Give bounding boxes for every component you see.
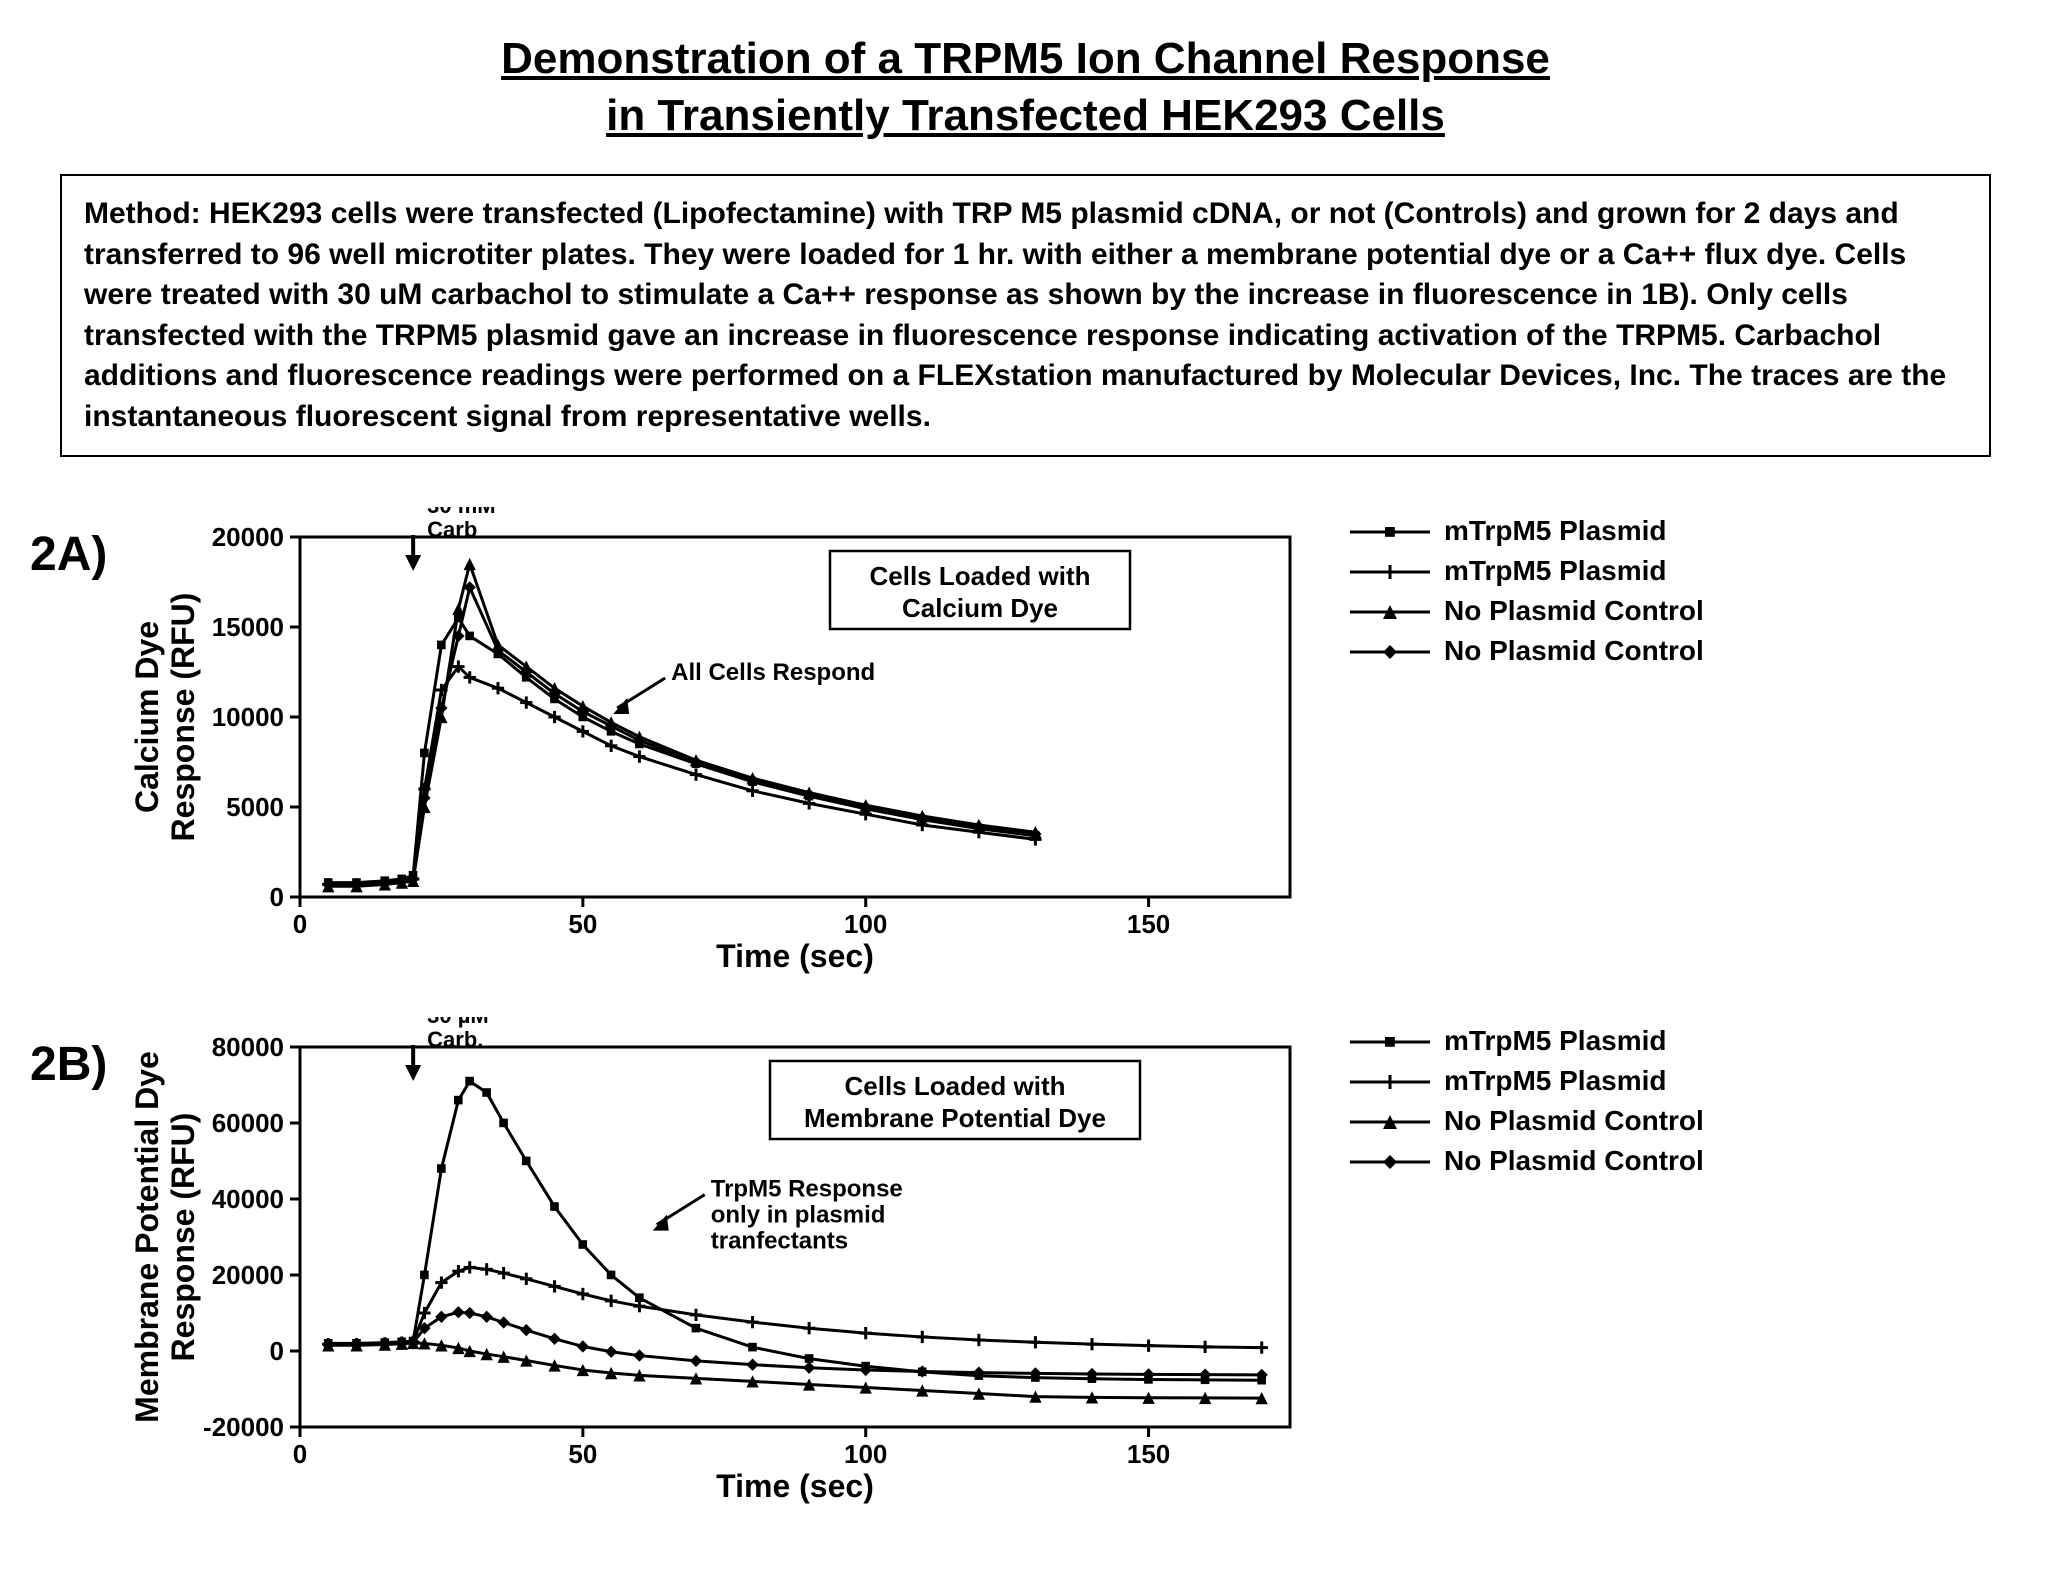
svg-text:Calcium Dye: Calcium Dye — [130, 621, 165, 813]
svg-text:Carb.: Carb. — [427, 1027, 483, 1052]
svg-text:Cells Loaded with: Cells Loaded with — [869, 561, 1090, 591]
legend-label: mTrpM5 Plasmid — [1444, 1065, 1667, 1097]
page-title: Demonstration of a TRPM5 Ion Channel Res… — [30, 30, 2021, 144]
legend-label: No Plasmid Control — [1444, 1145, 1704, 1177]
svg-text:50: 50 — [568, 909, 597, 939]
svg-text:Cells Loaded with: Cells Loaded with — [844, 1071, 1065, 1101]
svg-text:0: 0 — [293, 909, 307, 939]
legend-item: mTrpM5 Plasmid — [1350, 515, 1704, 547]
svg-text:60000: 60000 — [212, 1108, 284, 1138]
legend-item: No Plasmid Control — [1350, 595, 1704, 627]
svg-text:20000: 20000 — [212, 1260, 284, 1290]
svg-text:80000: 80000 — [212, 1032, 284, 1062]
svg-text:0: 0 — [270, 882, 284, 912]
svg-text:40000: 40000 — [212, 1184, 284, 1214]
svg-text:20000: 20000 — [212, 522, 284, 552]
svg-text:5000: 5000 — [226, 792, 284, 822]
svg-text:Membrane Potential Dye: Membrane Potential Dye — [804, 1103, 1106, 1133]
svg-text:10000: 10000 — [212, 702, 284, 732]
method-text: Method: HEK293 cells were transfected (L… — [84, 197, 1946, 433]
legend-item: No Plasmid Control — [1350, 635, 1704, 667]
svg-text:Response (RFU): Response (RFU) — [165, 1113, 201, 1362]
panel-a-chart-wrap: 0 5000 10000 15000 20000 0 50 100 150 Time (sec) C… — [130, 507, 1330, 977]
panel-b-chart-wrap: -20000 0 20000 40000 60000 80000 0 50 100 150 Time… — [130, 1017, 1330, 1507]
legend-item: mTrpM5 Plasmid — [1350, 1025, 1704, 1057]
legend-item: No Plasmid Control — [1350, 1145, 1704, 1177]
legend-item: mTrpM5 Plasmid — [1350, 1065, 1704, 1097]
svg-text:-20000: -20000 — [203, 1412, 284, 1442]
method-box: Method: HEK293 cells were transfected (L… — [60, 174, 1991, 457]
svg-text:Time (sec): Time (sec) — [716, 938, 874, 974]
title-line2: in Transiently Transfected HEK293 Cells — [606, 91, 1445, 140]
svg-text:0: 0 — [270, 1336, 284, 1366]
svg-text:150: 150 — [1127, 909, 1170, 939]
legend-label: No Plasmid Control — [1444, 635, 1704, 667]
panel-a-label: 2A) — [30, 507, 130, 582]
svg-text:All Cells Respond: All Cells Respond — [671, 659, 875, 686]
legend-label: mTrpM5 Plasmid — [1444, 1025, 1667, 1057]
panel-a-chart: 0 5000 10000 15000 20000 0 50 100 150 Time (sec) C… — [130, 507, 1330, 977]
legend-label: No Plasmid Control — [1444, 1105, 1704, 1137]
legend-label: mTrpM5 Plasmid — [1444, 555, 1667, 587]
svg-text:150: 150 — [1127, 1439, 1170, 1469]
legend-item: No Plasmid Control — [1350, 1105, 1704, 1137]
svg-text:Response (RFU): Response (RFU) — [165, 593, 201, 842]
panel-b-chart: -20000 0 20000 40000 60000 80000 0 50 100 150 Time… — [130, 1017, 1330, 1507]
panel-b-legend: mTrpM5 Plasmid mTrpM5 Plasmid No Plasmid C… — [1350, 1017, 1704, 1185]
legend-label: No Plasmid Control — [1444, 595, 1704, 627]
svg-text:Membrane Potential Dye: Membrane Potential Dye — [130, 1052, 165, 1424]
svg-text:50: 50 — [568, 1439, 597, 1469]
title-line1: Demonstration of a TRPM5 Ion Channel Res… — [501, 34, 1550, 83]
legend-item: mTrpM5 Plasmid — [1350, 555, 1704, 587]
svg-text:100: 100 — [844, 909, 887, 939]
svg-text:TrpM5 Response: TrpM5 Response — [711, 1176, 903, 1203]
legend-label: mTrpM5 Plasmid — [1444, 515, 1667, 547]
svg-text:15000: 15000 — [212, 612, 284, 642]
svg-text:Carb: Carb — [427, 517, 477, 542]
svg-text:Calcium Dye: Calcium Dye — [902, 593, 1058, 623]
svg-text:tranfectants: tranfectants — [711, 1228, 848, 1255]
svg-text:Time (sec): Time (sec) — [716, 1468, 874, 1504]
panel-b-label: 2B) — [30, 1017, 130, 1092]
panel-a-legend: mTrpM5 Plasmid mTrpM5 Plasmid No Plasmid C… — [1350, 507, 1704, 675]
svg-text:only in plasmid: only in plasmid — [711, 1202, 886, 1229]
svg-text:0: 0 — [293, 1439, 307, 1469]
panel-b-row: 2B) -20000 0 20000 40000 60000 80000 0 50 100 150… — [30, 1017, 2021, 1507]
svg-text:100: 100 — [844, 1439, 887, 1469]
panel-a-row: 2A) 0 5000 10000 15000 20000 0 50 100 150 Time (s… — [30, 507, 2021, 977]
